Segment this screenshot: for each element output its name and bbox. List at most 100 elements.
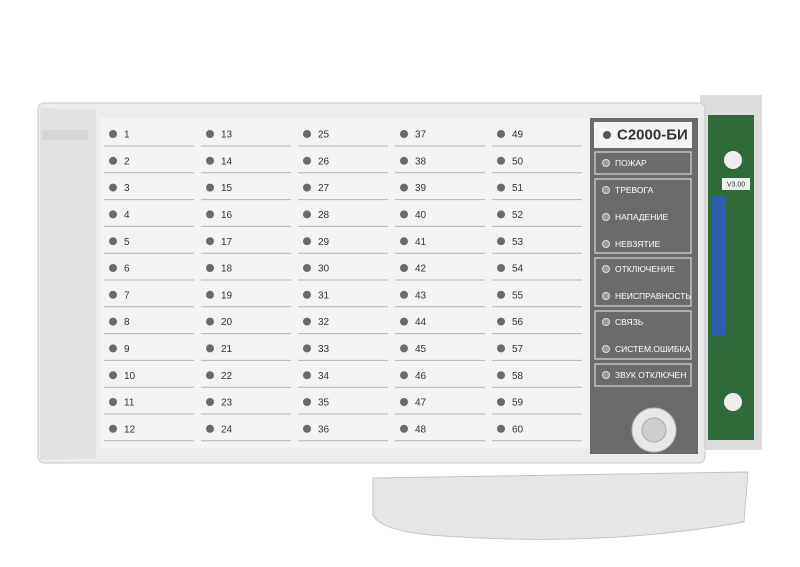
indicator-number: 40: [415, 210, 427, 221]
indicator-led: [303, 344, 311, 353]
indicator-led: [206, 290, 214, 299]
status-label: ОТКЛЮЧЕНИЕ: [615, 264, 675, 274]
indicator-number: 49: [512, 130, 524, 141]
indicator-led: [109, 210, 117, 219]
status-group-frame: [594, 257, 692, 307]
status-led: [602, 345, 610, 353]
indicator-number: 18: [221, 264, 233, 275]
indicator-number: 35: [318, 398, 330, 409]
indicator-number: 8: [124, 317, 130, 328]
indicator-number: 51: [512, 183, 524, 194]
indicator-number: 3: [124, 183, 130, 194]
indicator-led: [109, 317, 117, 326]
indicator-number: 14: [221, 156, 233, 167]
indicator-led: [400, 344, 408, 353]
indicator-led: [109, 156, 117, 165]
indicator-number: 6: [124, 264, 130, 275]
indicator-number: 43: [415, 290, 427, 301]
indicator-number: 25: [318, 130, 330, 141]
indicator-led: [497, 317, 505, 326]
indicator-led: [109, 130, 117, 138]
indicator-led: [206, 210, 214, 219]
indicator-led: [109, 237, 117, 246]
indicator-number: 54: [512, 264, 524, 275]
indicator-number: 59: [512, 398, 524, 409]
button-cap[interactable]: [641, 417, 667, 443]
indicator-led: [303, 290, 311, 299]
indicator-led: [206, 371, 214, 380]
indicator-led: [497, 210, 505, 219]
indicator-led: [400, 183, 408, 192]
indicator-led: [497, 344, 505, 353]
indicator-number: 57: [512, 344, 524, 355]
indicator-led: [497, 290, 505, 299]
logo-plate: [42, 130, 88, 140]
status-label: ПОЖАР: [615, 158, 647, 168]
status-label: НЕВЗЯТИЕ: [615, 239, 661, 249]
indicator-led: [497, 156, 505, 165]
indicator-number: 16: [221, 210, 233, 221]
status-group-frame: [594, 178, 692, 254]
status-panel: [590, 118, 698, 454]
indicator-number: 21: [221, 344, 233, 355]
indicator-number: 44: [415, 317, 427, 328]
indicator-led: [400, 424, 408, 433]
indicator-number: 46: [415, 371, 427, 382]
indicator-led: [497, 264, 505, 272]
side-strip: [40, 108, 96, 460]
board-version: V3.00: [727, 181, 745, 188]
indicator-led: [400, 130, 408, 138]
indicator-number: 56: [512, 317, 524, 328]
indicator-led: [303, 317, 311, 326]
indicator-led: [206, 344, 214, 353]
indicator-led: [109, 344, 117, 353]
indicator-led: [400, 210, 408, 219]
indicator-led: [400, 317, 408, 326]
indicator-led: [303, 264, 311, 272]
indicator-led: [206, 237, 214, 246]
status-label: СИСТЕМ.ОШИБКА: [615, 344, 690, 354]
indicator-number: 9: [124, 344, 130, 355]
indicator-number: 50: [512, 156, 524, 167]
indicator-led: [206, 317, 214, 326]
indicator-number: 12: [124, 424, 136, 435]
mount-hole: [724, 151, 742, 169]
indicator-led: [303, 210, 311, 219]
indicator-led: [400, 398, 408, 406]
indicator-led: [109, 398, 117, 406]
indicator-number: 31: [318, 290, 330, 301]
indicator-led: [303, 130, 311, 138]
mount-hole: [724, 393, 742, 411]
indicator-number: 19: [221, 290, 233, 301]
indicator-number: 2: [124, 156, 130, 167]
indicator-number: 28: [318, 210, 330, 221]
status-label: СВЯЗЬ: [615, 317, 644, 327]
indicator-led: [303, 424, 311, 433]
logo-mark: [603, 131, 611, 139]
indicator-led: [303, 398, 311, 406]
indicator-led: [206, 156, 214, 165]
status-label: НЕИСПРАВНОСТЬ: [615, 291, 691, 301]
status-group-frame: [594, 310, 692, 360]
indicator-number: 39: [415, 183, 427, 194]
indicator-number: 11: [124, 398, 135, 409]
indicator-led: [497, 130, 505, 138]
indicator-number: 52: [512, 210, 524, 221]
indicator-led: [497, 371, 505, 380]
indicator-number: 7: [124, 290, 130, 301]
indicator-number: 33: [318, 344, 330, 355]
indicator-led: [303, 371, 311, 380]
indicator-number: 38: [415, 156, 427, 167]
indicator-led: [400, 264, 408, 272]
indicator-led: [109, 371, 117, 380]
indicator-number: 41: [415, 237, 427, 248]
indicator-number: 53: [512, 237, 524, 248]
indicator-number: 23: [221, 398, 233, 409]
status-led: [602, 318, 610, 326]
indicator-number: 48: [415, 424, 427, 435]
status-led: [602, 159, 610, 167]
indicator-number: 29: [318, 237, 330, 248]
indicator-number: 30: [318, 264, 330, 275]
indicator-led: [497, 424, 505, 433]
terminal-block: [712, 195, 726, 335]
